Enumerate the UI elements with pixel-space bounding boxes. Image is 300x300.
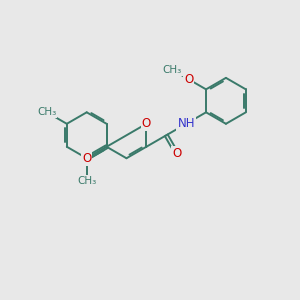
Text: CH₃: CH₃ [163,65,182,75]
Text: O: O [142,117,151,130]
Text: O: O [184,73,193,86]
Text: CH₃: CH₃ [37,107,56,117]
Text: CH₃: CH₃ [77,176,96,186]
Text: O: O [172,147,181,160]
Text: O: O [82,152,91,165]
Text: NH: NH [177,117,195,130]
